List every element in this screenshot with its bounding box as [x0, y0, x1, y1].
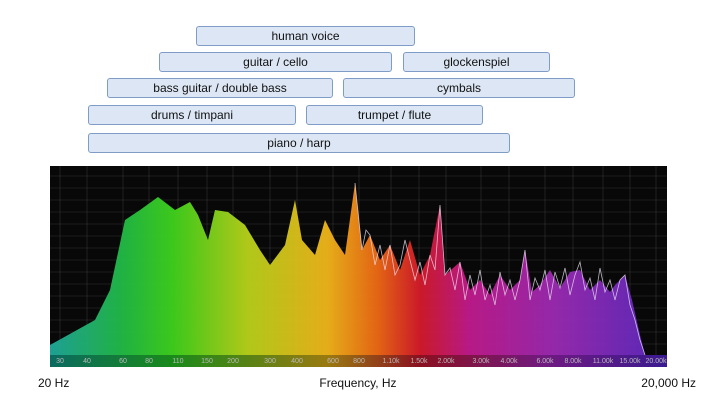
tick-label: 40	[83, 358, 91, 365]
instrument-range: glockenspiel	[403, 52, 550, 72]
tick-label: 300	[264, 358, 276, 365]
instrument-range: bass guitar / double bass	[107, 78, 333, 98]
instrument-range: cymbals	[343, 78, 575, 98]
tick-label: 150	[201, 358, 213, 365]
tick-label: 1.50k	[410, 358, 428, 365]
instrument-range: guitar / cello	[159, 52, 392, 72]
tick-label: 400	[291, 358, 303, 365]
instrument-range: human voice	[196, 26, 415, 46]
axis-end-label: 20,000 Hz	[641, 376, 696, 390]
tick-label: 8.00k	[564, 358, 582, 365]
tick-label: 110	[172, 358, 183, 365]
tick-label: 3.00k	[472, 358, 490, 365]
tick-label: 200	[227, 358, 239, 365]
tick-labels: 30 40 60 80 110 150 200 300 400 600 800 1.10k 1.50k 2…	[56, 358, 667, 365]
tick-label: 1.10k	[382, 358, 400, 365]
tick-label: 4.00k	[500, 358, 518, 365]
tick-label: 600	[327, 358, 339, 365]
tick-label: 80	[145, 358, 153, 365]
spectrum-area	[50, 183, 645, 355]
spectrum-peaks	[354, 182, 646, 356]
tick-label: 15.00k	[619, 358, 641, 365]
tick-label: 11.00k	[593, 358, 614, 365]
axis-title: Frequency, Hz	[319, 376, 397, 390]
axis-start-label: 20 Hz	[38, 376, 70, 390]
tick-label: 60	[119, 358, 127, 365]
tick-label: 800	[353, 358, 365, 365]
tick-label: 6.00k	[536, 358, 554, 365]
tick-label: 30	[56, 358, 64, 365]
tick-label: 2.00k	[437, 358, 455, 365]
instrument-range: drums / timpani	[88, 105, 296, 125]
frequency-strip	[50, 355, 667, 367]
instrument-range: piano / harp	[88, 133, 510, 153]
instrument-range: trumpet / flute	[306, 105, 483, 125]
tick-label: 20.00k	[645, 358, 667, 365]
